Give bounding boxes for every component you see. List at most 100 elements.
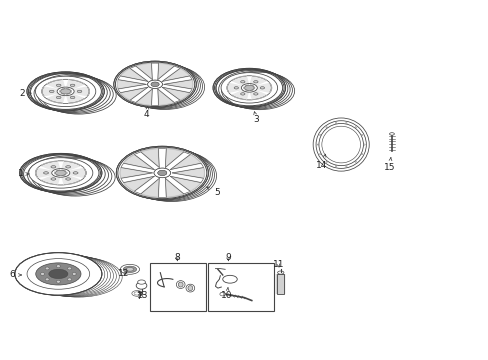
Ellipse shape	[253, 81, 258, 83]
Ellipse shape	[234, 87, 238, 89]
Text: 12: 12	[118, 269, 129, 278]
Polygon shape	[141, 179, 159, 197]
Text: 2: 2	[19, 89, 31, 98]
Text: 5: 5	[206, 187, 220, 197]
Polygon shape	[47, 93, 64, 103]
Polygon shape	[171, 154, 201, 169]
Ellipse shape	[136, 282, 146, 289]
Ellipse shape	[73, 172, 78, 174]
Circle shape	[335, 122, 336, 124]
Ellipse shape	[120, 264, 139, 274]
Polygon shape	[163, 68, 189, 81]
Text: 6: 6	[10, 270, 21, 279]
Ellipse shape	[57, 87, 74, 96]
Ellipse shape	[55, 170, 66, 175]
Ellipse shape	[52, 168, 70, 177]
Ellipse shape	[223, 275, 237, 283]
Ellipse shape	[61, 89, 71, 94]
Circle shape	[319, 153, 321, 155]
Circle shape	[72, 273, 76, 275]
Ellipse shape	[56, 84, 61, 86]
Polygon shape	[141, 149, 159, 167]
Ellipse shape	[151, 82, 159, 87]
Circle shape	[67, 278, 71, 281]
Ellipse shape	[389, 133, 393, 135]
Circle shape	[325, 161, 327, 162]
Text: 1: 1	[18, 170, 29, 179]
Polygon shape	[227, 84, 244, 92]
Ellipse shape	[187, 285, 192, 291]
Ellipse shape	[240, 81, 244, 83]
Polygon shape	[163, 87, 189, 100]
Circle shape	[56, 265, 60, 267]
Ellipse shape	[132, 291, 142, 296]
Ellipse shape	[321, 126, 360, 163]
Ellipse shape	[277, 271, 284, 274]
Circle shape	[345, 166, 346, 167]
Ellipse shape	[126, 267, 134, 271]
Circle shape	[363, 144, 365, 145]
Polygon shape	[120, 68, 147, 81]
Text: 4: 4	[144, 107, 149, 119]
Ellipse shape	[134, 292, 140, 295]
Ellipse shape	[147, 80, 162, 89]
Polygon shape	[173, 167, 204, 178]
Polygon shape	[47, 80, 64, 90]
Polygon shape	[158, 89, 174, 105]
Polygon shape	[41, 161, 60, 171]
Ellipse shape	[244, 85, 254, 90]
Ellipse shape	[49, 90, 54, 93]
Polygon shape	[136, 63, 152, 79]
Ellipse shape	[176, 281, 184, 288]
Ellipse shape	[260, 87, 264, 89]
Ellipse shape	[158, 170, 166, 176]
Bar	[150, 263, 205, 311]
Circle shape	[45, 278, 49, 281]
Polygon shape	[171, 176, 201, 191]
Circle shape	[45, 267, 49, 270]
Polygon shape	[164, 80, 192, 89]
Polygon shape	[71, 87, 89, 96]
Ellipse shape	[51, 178, 56, 180]
Circle shape	[354, 127, 356, 128]
Ellipse shape	[70, 96, 75, 99]
Text: 13: 13	[137, 291, 148, 300]
Circle shape	[319, 134, 321, 136]
Bar	[208, 263, 273, 311]
Polygon shape	[36, 168, 55, 177]
Polygon shape	[120, 167, 151, 178]
Ellipse shape	[114, 61, 196, 107]
Circle shape	[361, 153, 362, 155]
Polygon shape	[232, 76, 248, 86]
Ellipse shape	[51, 166, 56, 168]
Ellipse shape	[154, 168, 170, 178]
Polygon shape	[41, 175, 60, 185]
Polygon shape	[232, 90, 248, 99]
Polygon shape	[249, 76, 266, 86]
Circle shape	[345, 122, 346, 124]
Ellipse shape	[70, 84, 75, 86]
Circle shape	[354, 161, 356, 162]
Polygon shape	[66, 93, 84, 103]
Ellipse shape	[158, 170, 166, 176]
Ellipse shape	[77, 90, 81, 93]
Polygon shape	[123, 176, 153, 191]
Ellipse shape	[29, 158, 93, 188]
Polygon shape	[254, 84, 270, 92]
Ellipse shape	[178, 282, 183, 287]
Polygon shape	[66, 168, 85, 177]
Ellipse shape	[65, 166, 71, 168]
Text: 7: 7	[137, 292, 142, 301]
Ellipse shape	[151, 82, 159, 87]
Circle shape	[317, 144, 318, 145]
Polygon shape	[136, 89, 152, 105]
Polygon shape	[42, 87, 60, 96]
Ellipse shape	[36, 76, 96, 107]
Ellipse shape	[15, 253, 102, 295]
Circle shape	[41, 273, 44, 275]
Circle shape	[335, 166, 336, 167]
Polygon shape	[165, 179, 183, 197]
Ellipse shape	[65, 178, 71, 180]
Ellipse shape	[49, 269, 68, 279]
Polygon shape	[123, 154, 153, 169]
